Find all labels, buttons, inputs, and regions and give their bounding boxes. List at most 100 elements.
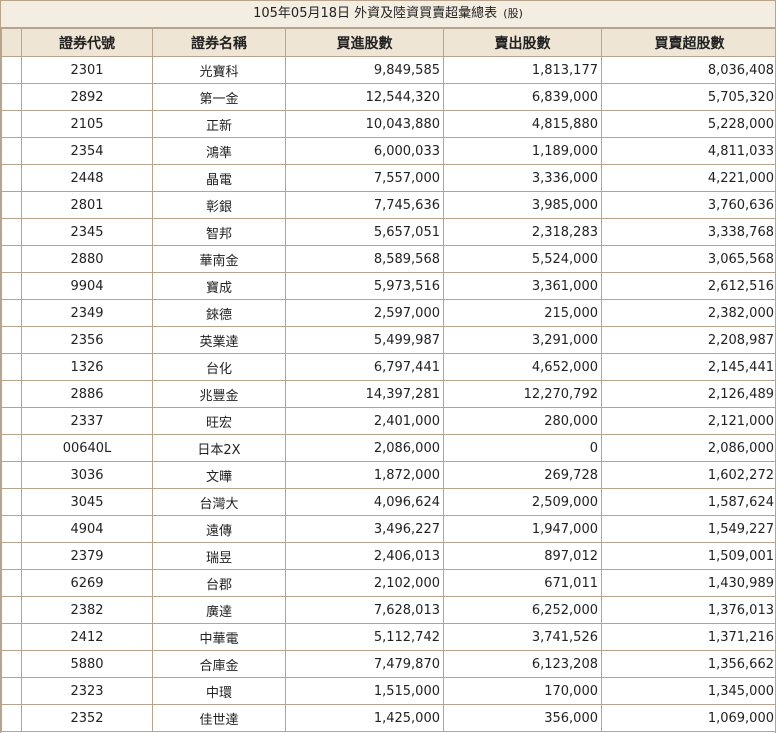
net-shares-cell: 2,126,489 <box>601 380 775 408</box>
header-security-name[interactable]: 證券名稱 <box>152 28 286 57</box>
security-code-cell: 2379 <box>21 542 153 570</box>
buy-shares-cell: 8,589,568 <box>285 245 444 273</box>
security-name-cell: 晶電 <box>152 164 286 192</box>
net-shares-cell: 2,208,987 <box>601 326 775 354</box>
table-row: 2892 第一金 12,544,320 6,839,000 5,705,320 <box>1 83 775 111</box>
security-code-cell: 9904 <box>21 272 153 300</box>
security-code-cell: 2412 <box>21 623 153 651</box>
net-shares-cell: 3,338,768 <box>601 218 775 246</box>
buy-shares-cell: 5,657,051 <box>285 218 444 246</box>
net-shares-cell: 5,228,000 <box>601 110 775 138</box>
row-spacer-cell <box>1 569 22 597</box>
net-shares-cell: 2,086,000 <box>601 434 775 462</box>
table-row: 2356 英業達 5,499,987 3,291,000 2,208,987 <box>1 326 775 354</box>
table-row: 2382 廣達 7,628,013 6,252,000 1,376,013 <box>1 596 775 624</box>
header-buy-shares[interactable]: 買進股數 <box>285 28 444 57</box>
table-row: 00640L 日本2X 2,086,000 0 2,086,000 <box>1 434 775 462</box>
security-name-cell: 智邦 <box>152 218 286 246</box>
table-row: 3036 文曄 1,872,000 269,728 1,602,272 <box>1 461 775 489</box>
header-sell-shares[interactable]: 賣出股數 <box>443 28 602 57</box>
buy-shares-cell: 6,797,441 <box>285 353 444 381</box>
security-name-cell: 廣達 <box>152 596 286 624</box>
security-name-cell: 旺宏 <box>152 407 286 435</box>
security-code-cell: 2448 <box>21 164 153 192</box>
net-shares-cell: 2,121,000 <box>601 407 775 435</box>
sell-shares-cell: 3,741,526 <box>443 623 602 651</box>
row-spacer-cell <box>1 407 22 435</box>
net-shares-cell: 1,376,013 <box>601 596 775 624</box>
security-code-cell: 1326 <box>21 353 153 381</box>
net-shares-cell: 3,065,568 <box>601 245 775 273</box>
header-security-code[interactable]: 證券代號 <box>21 28 153 57</box>
table-row: 6269 台郡 2,102,000 671,011 1,430,989 <box>1 569 775 597</box>
net-shares-cell: 2,145,441 <box>601 353 775 381</box>
security-name-cell: 台灣大 <box>152 488 286 516</box>
security-code-cell: 00640L <box>21 434 153 462</box>
sell-shares-cell: 2,509,000 <box>443 488 602 516</box>
security-name-cell: 瑞昱 <box>152 542 286 570</box>
buy-shares-cell: 5,112,742 <box>285 623 444 651</box>
header-spacer <box>1 28 22 57</box>
security-name-cell: 合庫金 <box>152 650 286 678</box>
row-spacer-cell <box>1 110 22 138</box>
net-shares-cell: 1,549,227 <box>601 515 775 543</box>
security-code-cell: 6269 <box>21 569 153 597</box>
security-code-cell: 2801 <box>21 191 153 219</box>
buy-shares-cell: 1,515,000 <box>285 677 444 705</box>
sell-shares-cell: 5,524,000 <box>443 245 602 273</box>
sell-shares-cell: 0 <box>443 434 602 462</box>
sell-shares-cell: 3,985,000 <box>443 191 602 219</box>
security-name-cell: 日本2X <box>152 434 286 462</box>
net-shares-cell: 4,811,033 <box>601 137 775 165</box>
row-spacer-cell <box>1 164 22 192</box>
security-code-cell: 4904 <box>21 515 153 543</box>
row-spacer-cell <box>1 488 22 516</box>
buy-shares-cell: 9,849,585 <box>285 56 444 84</box>
row-spacer-cell <box>1 299 22 327</box>
row-spacer-cell <box>1 353 22 381</box>
sell-shares-cell: 170,000 <box>443 677 602 705</box>
net-shares-cell: 1,430,989 <box>601 569 775 597</box>
security-name-cell: 鴻準 <box>152 137 286 165</box>
sell-shares-cell: 4,652,000 <box>443 353 602 381</box>
buy-shares-cell: 12,544,320 <box>285 83 444 111</box>
security-code-cell: 2892 <box>21 83 153 111</box>
buy-shares-cell: 14,397,281 <box>285 380 444 408</box>
sell-shares-cell: 356,000 <box>443 704 602 732</box>
sell-shares-cell: 3,291,000 <box>443 326 602 354</box>
security-name-cell: 佳世達 <box>152 704 286 732</box>
row-spacer-cell <box>1 650 22 678</box>
table-row: 2337 旺宏 2,401,000 280,000 2,121,000 <box>1 407 775 435</box>
sell-shares-cell: 2,318,283 <box>443 218 602 246</box>
table-header-row: 證券代號 證券名稱 買進股數 賣出股數 買賣超股數 <box>1 28 775 57</box>
row-spacer-cell <box>1 218 22 246</box>
row-spacer-cell <box>1 191 22 219</box>
sell-shares-cell: 280,000 <box>443 407 602 435</box>
security-name-cell: 文曄 <box>152 461 286 489</box>
net-shares-cell: 1,602,272 <box>601 461 775 489</box>
net-shares-cell: 5,705,320 <box>601 83 775 111</box>
net-shares-cell: 2,382,000 <box>601 299 775 327</box>
row-spacer-cell <box>1 326 22 354</box>
security-code-cell: 2105 <box>21 110 153 138</box>
table-row: 3045 台灣大 4,096,624 2,509,000 1,587,624 <box>1 488 775 516</box>
net-shares-cell: 3,760,636 <box>601 191 775 219</box>
security-name-cell: 台郡 <box>152 569 286 597</box>
security-code-cell: 5880 <box>21 650 153 678</box>
row-spacer-cell <box>1 380 22 408</box>
net-shares-cell: 1,587,624 <box>601 488 775 516</box>
security-name-cell: 遠傳 <box>152 515 286 543</box>
buy-shares-cell: 1,872,000 <box>285 461 444 489</box>
row-spacer-cell <box>1 272 22 300</box>
security-code-cell: 2356 <box>21 326 153 354</box>
net-shares-cell: 8,036,408 <box>601 56 775 84</box>
table-row: 2323 中環 1,515,000 170,000 1,345,000 <box>1 677 775 705</box>
header-net-shares[interactable]: 買賣超股數 <box>601 28 775 57</box>
security-name-cell: 中環 <box>152 677 286 705</box>
security-code-cell: 2354 <box>21 137 153 165</box>
table-row: 9904 寶成 5,973,516 3,361,000 2,612,516 <box>1 272 775 300</box>
net-shares-cell: 1,345,000 <box>601 677 775 705</box>
row-spacer-cell <box>1 461 22 489</box>
net-shares-cell: 1,069,000 <box>601 704 775 732</box>
report-title-bar: 105年05月18日 外資及陸資買賣超彙總表 (股) <box>1 1 775 28</box>
